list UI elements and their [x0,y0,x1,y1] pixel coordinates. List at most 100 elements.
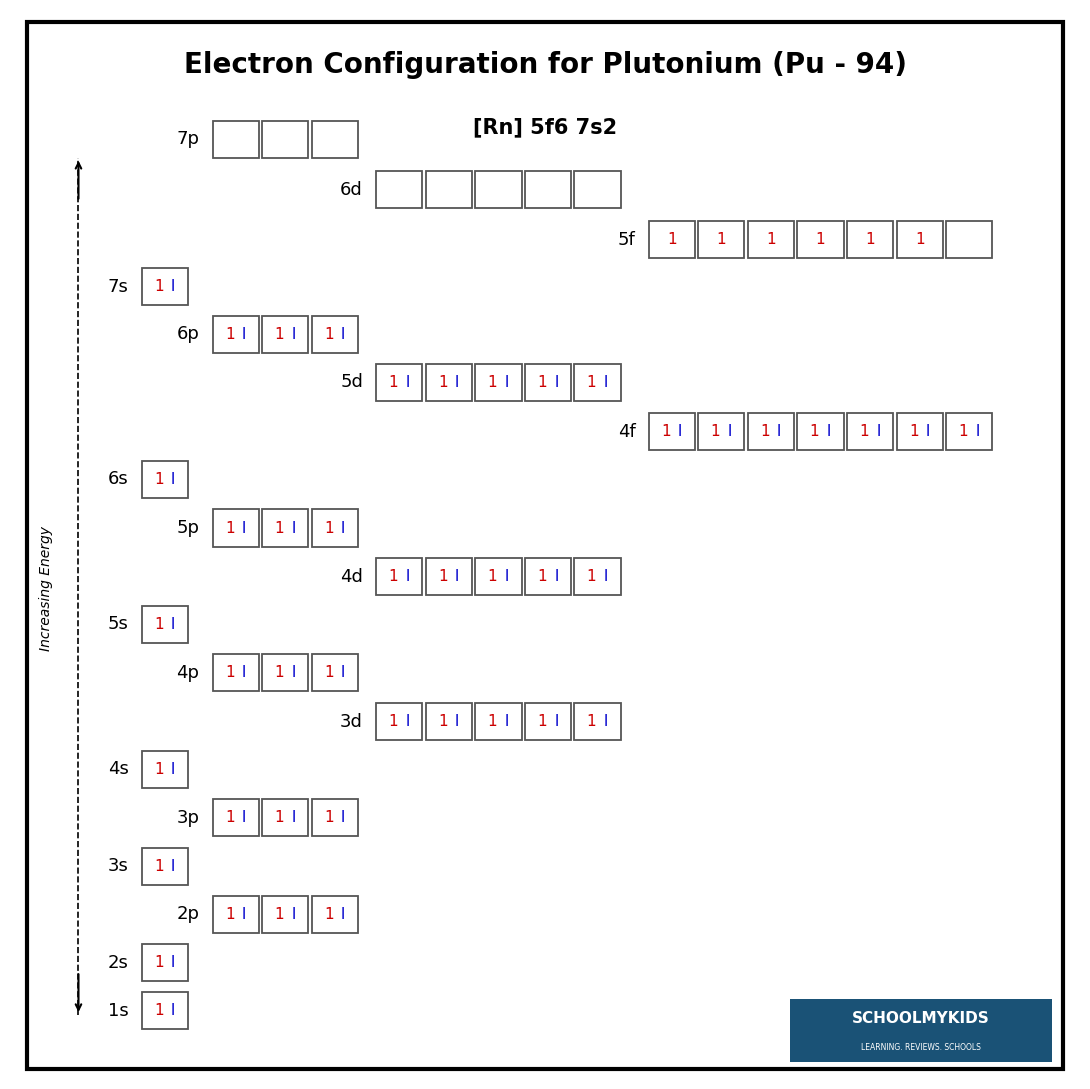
Text: LEARNING. REVIEWS. SCHOOLS: LEARNING. REVIEWS. SCHOOLS [861,1043,981,1052]
Text: 1: 1 [711,424,720,439]
FancyBboxPatch shape [649,221,695,258]
Text: 1: 1 [661,424,670,439]
Text: 1: 1 [154,1003,164,1018]
Text: 4p: 4p [177,664,199,682]
Text: 6p: 6p [177,326,199,343]
Text: 1: 1 [487,570,497,584]
Text: 1s: 1s [108,1002,129,1019]
Text: 1: 1 [438,714,448,729]
Text: l: l [405,570,410,584]
Text: 1: 1 [275,907,284,921]
Text: 1: 1 [586,570,596,584]
FancyBboxPatch shape [142,848,189,885]
FancyBboxPatch shape [213,316,259,353]
Text: 1: 1 [586,375,596,390]
FancyBboxPatch shape [312,121,358,158]
Text: l: l [171,472,175,487]
FancyBboxPatch shape [525,558,571,595]
FancyBboxPatch shape [847,221,894,258]
FancyBboxPatch shape [376,703,422,741]
Text: 1: 1 [766,232,776,247]
Text: 2p: 2p [177,905,199,923]
Text: 1: 1 [586,714,596,729]
FancyBboxPatch shape [798,413,844,450]
Text: 1: 1 [225,907,234,921]
FancyBboxPatch shape [312,654,358,692]
Text: 1: 1 [275,327,284,342]
Text: l: l [341,665,346,681]
Text: l: l [505,570,509,584]
Text: l: l [405,714,410,729]
FancyBboxPatch shape [847,413,894,450]
FancyBboxPatch shape [525,364,571,401]
FancyBboxPatch shape [525,171,571,208]
Text: l: l [242,327,246,342]
Text: l: l [826,424,831,439]
Text: SCHOOLMYKIDS: SCHOOLMYKIDS [852,1012,990,1026]
FancyBboxPatch shape [142,605,189,643]
Text: l: l [554,714,558,729]
FancyBboxPatch shape [263,121,308,158]
Text: l: l [678,424,682,439]
Text: l: l [554,570,558,584]
Text: 1: 1 [225,665,234,681]
Text: l: l [976,424,980,439]
Text: 1: 1 [760,424,770,439]
Text: 1: 1 [324,521,334,536]
Text: l: l [242,521,246,536]
Text: 5f: 5f [618,231,635,248]
FancyBboxPatch shape [699,413,744,450]
Text: 1: 1 [275,810,284,825]
Text: 1: 1 [225,810,234,825]
FancyBboxPatch shape [896,413,943,450]
FancyBboxPatch shape [263,896,308,933]
Text: 1: 1 [324,327,334,342]
Text: 5s: 5s [108,615,129,634]
Text: 1: 1 [324,810,334,825]
Text: 2s: 2s [108,954,129,971]
FancyBboxPatch shape [425,558,472,595]
FancyBboxPatch shape [699,221,744,258]
Text: 1: 1 [958,424,968,439]
Text: 1: 1 [154,472,164,487]
FancyBboxPatch shape [896,221,943,258]
Text: l: l [242,810,246,825]
FancyBboxPatch shape [425,171,472,208]
FancyBboxPatch shape [525,703,571,741]
Text: 1: 1 [275,521,284,536]
Text: 1: 1 [154,859,164,874]
FancyBboxPatch shape [142,750,189,787]
Text: 3p: 3p [177,809,199,827]
Text: l: l [341,810,346,825]
Text: 1: 1 [537,714,547,729]
Text: 1: 1 [324,665,334,681]
FancyBboxPatch shape [425,703,472,741]
Text: l: l [777,424,782,439]
Text: l: l [171,1003,175,1018]
Text: 1: 1 [537,570,547,584]
Text: 3d: 3d [340,712,363,731]
FancyBboxPatch shape [142,268,189,305]
FancyBboxPatch shape [263,654,308,692]
FancyBboxPatch shape [649,413,695,450]
FancyBboxPatch shape [263,799,308,836]
Text: 1: 1 [154,762,164,776]
FancyBboxPatch shape [425,364,472,401]
Text: 1: 1 [716,232,726,247]
Text: l: l [171,955,175,970]
Text: 1: 1 [537,375,547,390]
Text: 1: 1 [154,955,164,970]
Text: l: l [341,521,346,536]
FancyBboxPatch shape [946,221,992,258]
FancyBboxPatch shape [312,896,358,933]
Text: l: l [171,762,175,776]
Text: 4f: 4f [618,423,635,441]
Text: l: l [604,375,608,390]
Text: l: l [455,375,459,390]
FancyBboxPatch shape [946,413,992,450]
Text: 1: 1 [915,232,924,247]
Text: 1: 1 [438,570,448,584]
Text: l: l [242,665,246,681]
FancyBboxPatch shape [142,461,189,498]
FancyBboxPatch shape [475,558,521,595]
